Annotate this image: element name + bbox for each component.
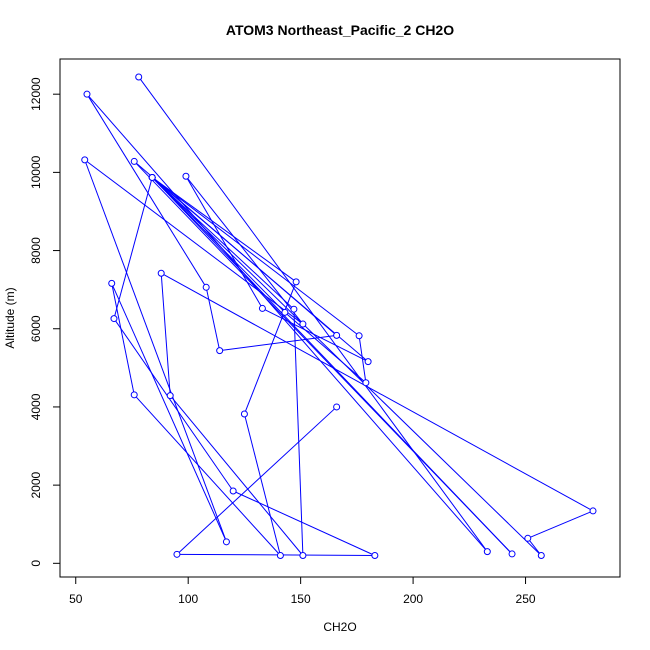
data-point [292, 278, 300, 286]
data-point [166, 392, 174, 400]
x-tick-label: 200 [403, 592, 423, 606]
chart-title: ATOM3 Northeast_Pacific_2 CH2O [226, 22, 454, 38]
y-tick-label: 0 [29, 560, 43, 567]
x-tick-label: 50 [69, 592, 83, 606]
data-point [229, 487, 237, 495]
series-segment [527, 537, 542, 556]
series-segment [293, 309, 304, 556]
x-tick-label: 250 [516, 592, 536, 606]
y-axis: 0 2000 4000 6000 8000 10000 12000 [29, 77, 61, 567]
series-segment [84, 159, 304, 325]
data-point [202, 283, 210, 291]
data-point [299, 320, 307, 328]
series-segment [262, 307, 369, 363]
series-segment [160, 272, 594, 512]
data-point [258, 304, 266, 312]
data-point [355, 332, 363, 340]
data-point [537, 551, 545, 559]
y-tick-label: 4000 [29, 393, 43, 420]
data-point [299, 551, 307, 559]
data-point [281, 308, 289, 316]
x-axis: 50 100 150 200 250 [69, 576, 536, 606]
plot-frame [59, 58, 621, 578]
data-point [333, 403, 341, 411]
y-tick-label: 6000 [29, 315, 43, 342]
y-tick-label: 8000 [29, 237, 43, 264]
x-tick-label: 150 [291, 592, 311, 606]
series-segment [111, 283, 135, 395]
series-segment [151, 177, 286, 313]
data-point [276, 551, 284, 559]
series-segment [527, 510, 594, 539]
y-tick-label: 10000 [29, 155, 43, 189]
series-segment [86, 93, 207, 288]
series-segment [111, 283, 227, 543]
data-point [364, 358, 372, 366]
data-point [130, 157, 138, 165]
data-point [135, 73, 143, 81]
x-axis-label: CH2O [323, 620, 356, 634]
series-segment [358, 335, 367, 383]
y-tick-label: 12000 [29, 77, 43, 111]
data-point [483, 548, 491, 556]
y-tick-label: 2000 [29, 471, 43, 498]
data-point [362, 379, 370, 387]
data-point [182, 172, 190, 180]
data-point [108, 279, 116, 287]
series-segment [86, 93, 488, 552]
data-point [81, 156, 89, 164]
series-segment [243, 281, 297, 415]
data-point [216, 347, 224, 355]
data-point [290, 305, 298, 313]
data-point [333, 331, 341, 339]
series-segment [113, 177, 153, 319]
data-point [524, 534, 532, 542]
series-segment [133, 394, 281, 556]
data-point [240, 410, 248, 418]
series-segment [169, 395, 304, 556]
series-segment [232, 490, 376, 556]
data-point [157, 269, 165, 277]
series-segment [113, 318, 234, 492]
data-point [508, 550, 516, 558]
data-point [371, 551, 379, 559]
series-lines [84, 76, 594, 556]
data-point [173, 550, 181, 558]
data-point [83, 90, 91, 98]
series-segment [151, 177, 513, 555]
series-segment [176, 553, 375, 556]
data-point [589, 507, 597, 515]
data-point [222, 538, 230, 546]
data-point [110, 315, 118, 323]
series-segment [205, 287, 221, 351]
series-segment [185, 175, 304, 325]
series-segment [84, 159, 227, 542]
series-segment [185, 176, 263, 309]
series-segment [284, 311, 367, 384]
series-segment [243, 413, 281, 556]
y-axis-label: Altitude (m) [3, 287, 17, 348]
series-segment [151, 177, 360, 337]
data-point [148, 173, 156, 181]
series-segment [151, 177, 295, 310]
series-segment [160, 273, 171, 396]
data-point [130, 391, 138, 399]
series-segment [176, 406, 337, 555]
series-segment [151, 177, 297, 283]
x-tick-label: 100 [178, 592, 198, 606]
series-points [81, 73, 597, 559]
